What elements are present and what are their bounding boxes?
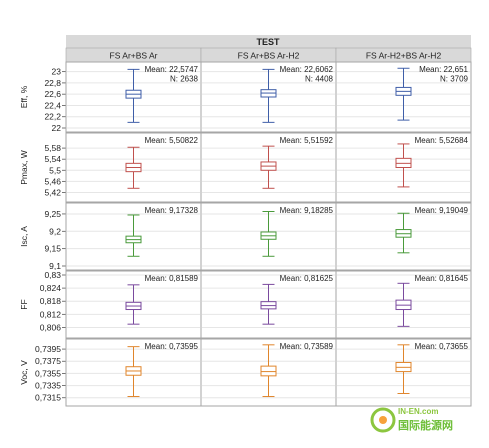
y-tick-label: 0,7395: [35, 344, 61, 354]
y-tick-label: 0,7355: [35, 368, 61, 378]
box-mark: [395, 212, 412, 254]
watermark-sun-icon: [379, 416, 387, 424]
y-axis-label: Eff, %: [19, 85, 29, 108]
chart-title: TEST: [256, 37, 280, 47]
box-mark: [260, 145, 277, 189]
watermark-name: 国际能源网: [398, 418, 453, 432]
group-header-label: FS Ar+BS Ar: [110, 51, 158, 61]
y-tick-label: 22,4: [44, 100, 61, 110]
stat-annotation: Mean: 22,5747: [145, 65, 199, 74]
column-headers: FS Ar+BS Ar FS Ar+BS Ar-H2 FS Ar-H2+BS Ar-…: [65, 47, 472, 63]
y-tick-label: 5,54: [44, 154, 61, 164]
stat-annotation: Mean: 5,51592: [280, 136, 334, 145]
y-tick-label: 22,2: [44, 112, 61, 122]
y-tick-label: 0,7315: [35, 393, 61, 403]
watermark: IN-EN.com 国际能源网: [370, 407, 453, 433]
box-mark: [125, 146, 142, 189]
stat-annotation: Mean: 9,17328: [145, 206, 199, 215]
stat-annotation: Mean: 9,18285: [280, 206, 334, 215]
y-axis-label: FF: [19, 299, 29, 309]
y-tick-label: 0,83: [44, 270, 61, 280]
stat-annotation: Mean: 5,50822: [145, 136, 199, 145]
panel: Isc, A 9,1 9,15 9,2 9,25 Mean: 9,17328 Mean: 9…: [19, 202, 472, 271]
y-axis-label: Isc, A: [19, 226, 29, 247]
y-tick-label: 0,824: [40, 283, 62, 293]
stat-annotation: N: 4408: [305, 75, 334, 84]
y-tick-label: 9,2: [49, 226, 61, 236]
box-mark: [395, 282, 412, 327]
stat-annotation: Mean: 22,6062: [280, 65, 334, 74]
box-mark: [125, 346, 142, 398]
y-tick-label: 5,46: [44, 176, 61, 186]
stat-annotation: Mean: 5,52684: [415, 136, 469, 145]
y-tick-label: 9,1: [49, 261, 61, 271]
y-tick-label: 23: [52, 67, 62, 77]
stat-annotation: Mean: 9,19049: [415, 206, 469, 215]
y-tick-label: 22: [52, 123, 62, 133]
box-mark: [125, 214, 142, 257]
y-tick-label: 0,818: [40, 296, 62, 306]
panel: FF 0,806 0,812 0,818 0,824 0,83 Mean: 0,81589 M…: [19, 270, 472, 339]
stat-annotation: Mean: 0,73589: [280, 342, 334, 351]
y-tick-label: 5,58: [44, 143, 61, 153]
iqr-box: [260, 365, 277, 377]
group-header-label: FS Ar+BS Ar-H2: [238, 51, 300, 61]
box-mark: [395, 67, 412, 121]
box-mark: [395, 344, 412, 394]
watermark-site: IN-EN.com: [398, 407, 438, 416]
y-tick-label: 9,25: [44, 209, 61, 219]
y-tick-label: 5,5: [49, 165, 61, 175]
y-tick-label: 22,8: [44, 78, 61, 88]
y-tick-label: 5,42: [44, 187, 61, 197]
y-tick-label: 22,6: [44, 89, 61, 99]
box-mark: [260, 283, 277, 325]
stat-annotation: Mean: 0,73655: [415, 342, 469, 351]
y-axis-label: Voc, V: [19, 360, 29, 385]
stat-annotation: Mean: 22,651: [419, 65, 468, 74]
panel: Pmax, W 5,425,465,55,545,58 Mean: 5,50822 M…: [19, 132, 472, 203]
y-tick-label: 0,812: [40, 309, 62, 319]
y-tick-label: 0,806: [40, 322, 62, 332]
stat-annotation: N: 2638: [170, 75, 199, 84]
stat-annotation: Mean: 0,81625: [280, 274, 334, 283]
stat-annotation: Mean: 0,73595: [145, 342, 199, 351]
box-mark: [260, 68, 277, 123]
title-bar: [66, 35, 471, 48]
panel-cell: [65, 132, 202, 203]
box-mark: [125, 284, 142, 325]
y-tick-label: 0,7375: [35, 356, 61, 366]
y-tick-label: 0,7335: [35, 381, 61, 391]
stat-annotation: Mean: 0,81645: [415, 274, 469, 283]
box-mark: [125, 68, 142, 123]
box-mark: [260, 211, 277, 257]
panel: Voc, V 0,7315 0,7335 0,7355 0,7375 0,7395 Mean…: [19, 338, 472, 407]
y-axis-label: Pmax, W: [19, 150, 29, 184]
stat-annotation: Mean: 0,81589: [145, 274, 199, 283]
box-mark: [260, 344, 277, 398]
watermark-logo-icon: [370, 407, 396, 433]
box-mark: [395, 143, 412, 188]
y-tick-label: 9,15: [44, 244, 61, 254]
group-header-label: FS Ar-H2+BS Ar-H2: [366, 51, 442, 61]
stat-annotation: N: 3709: [440, 75, 469, 84]
